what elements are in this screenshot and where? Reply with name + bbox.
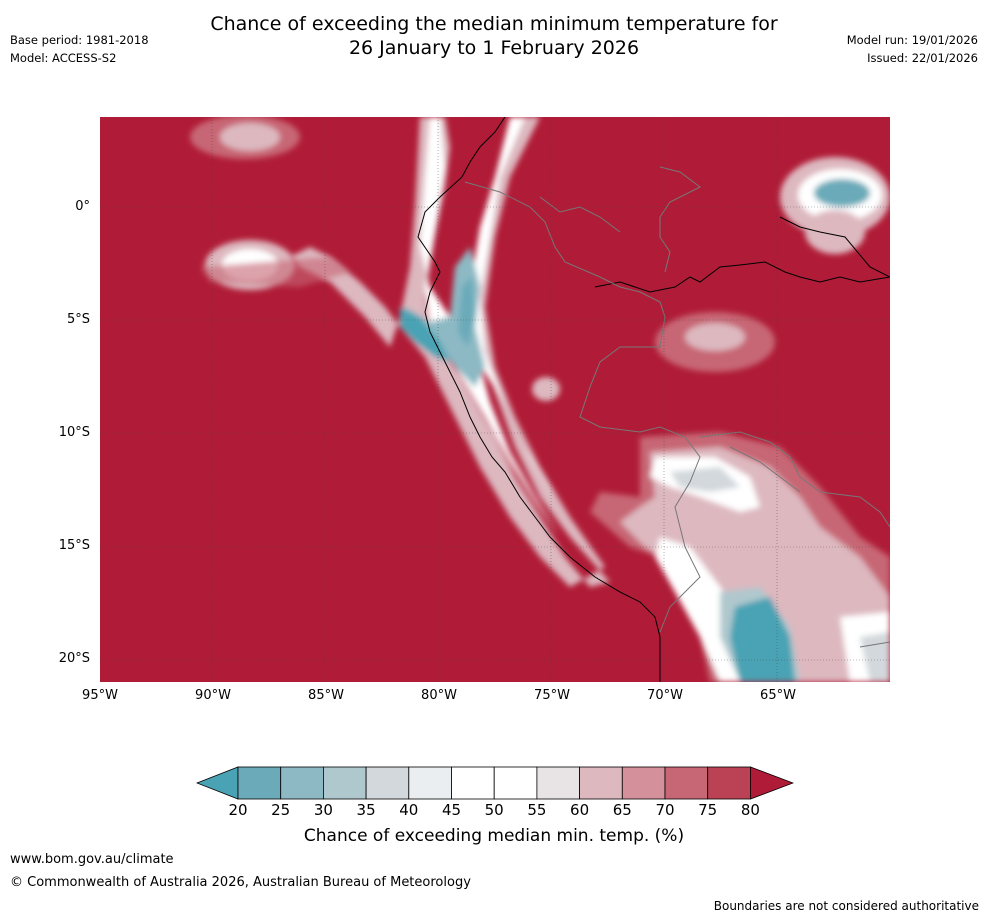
colorbar-tick-label: 30 xyxy=(313,801,333,819)
contour-north-west xyxy=(190,117,300,159)
footer-disclaimer: Boundaries are not considered authoritat… xyxy=(713,899,979,913)
lat-label-20s: 20°S xyxy=(58,651,90,666)
title-line-2: 26 January to 1 February 2026 xyxy=(348,37,640,59)
model-run: Model run: 19/01/2026 xyxy=(846,33,978,47)
colorbar-tick-label: 80 xyxy=(740,801,760,819)
contour-coastal-band xyxy=(290,117,610,587)
lon-label-70w: 70°W xyxy=(647,688,683,703)
colorbar-tick-label: 70 xyxy=(655,801,675,819)
colorbar-bin xyxy=(664,766,709,800)
lon-label-95w: 95°W xyxy=(82,688,118,703)
lon-label-65w: 65°W xyxy=(760,688,796,703)
colorbar-tick-label: 25 xyxy=(271,801,291,819)
meta-left: Base period: 1981-2018 Model: ACCESS-S2 xyxy=(10,31,149,67)
colorbar-title: Chance of exceeding median min. temp. (%… xyxy=(303,826,685,846)
colorbar-bin xyxy=(280,766,324,800)
colorbar-bin xyxy=(451,766,495,800)
colorbar-tick-label: 20 xyxy=(228,801,248,819)
colorbar-bin xyxy=(493,766,538,800)
base-period: Base period: 1981-2018 xyxy=(10,33,149,47)
lon-label-90w: 90°W xyxy=(195,688,231,703)
graticule xyxy=(100,117,890,682)
colorbar xyxy=(195,766,795,800)
contour-central-peru xyxy=(532,312,775,401)
colorbar-tick-label: 65 xyxy=(612,801,632,819)
colorbar-tick-label: 55 xyxy=(527,801,547,819)
coastline xyxy=(417,117,890,682)
colorbar-tick-label: 40 xyxy=(399,801,419,819)
colorbar-bin xyxy=(621,766,666,800)
lat-label-10s: 10°S xyxy=(58,425,90,440)
lat-label-5s: 5°S xyxy=(66,312,90,327)
footer-url[interactable]: www.bom.gov.au/climate xyxy=(10,852,174,867)
colorbar-tick-label: 50 xyxy=(484,801,504,819)
contour-north-east xyxy=(780,157,890,254)
colorbar-tick-label: 75 xyxy=(698,801,718,819)
contour-galapagos xyxy=(200,240,350,290)
colorbar-bin xyxy=(408,766,452,800)
probability-map xyxy=(100,117,890,682)
model-name: Model: ACCESS-S2 xyxy=(10,51,117,65)
colorbar-tick-label: 45 xyxy=(441,801,462,819)
colorbar-bin xyxy=(707,766,751,800)
colorbar-extend-high xyxy=(750,766,795,800)
lat-label-15s: 15°S xyxy=(58,538,90,553)
colorbar-bin xyxy=(579,766,623,800)
lat-label-0: 0° xyxy=(75,199,90,214)
colorbar-bin xyxy=(323,766,367,800)
meta-right: Model run: 19/01/2026 Issued: 22/01/2026 xyxy=(847,31,978,67)
lon-label-75w: 75°W xyxy=(534,688,570,703)
lon-label-85w: 85°W xyxy=(308,688,344,703)
colorbar-tick-label: 35 xyxy=(356,801,376,819)
title-line-1: Chance of exceeding the median minimum t… xyxy=(210,13,778,35)
colorbar-tick-label: 60 xyxy=(570,801,590,819)
colorbar-bin xyxy=(536,766,580,800)
colorbar-bin xyxy=(365,766,410,800)
chart-title: Chance of exceeding the median minimum t… xyxy=(0,12,988,60)
lon-label-80w: 80°W xyxy=(421,688,457,703)
footer-copyright: © Commonwealth of Australia 2026, Austra… xyxy=(10,875,471,890)
colorbar-extend-low xyxy=(195,766,239,800)
issued-date: Issued: 22/01/2026 xyxy=(867,51,978,65)
contour-altiplano xyxy=(590,432,890,682)
colorbar-bin xyxy=(237,766,282,800)
